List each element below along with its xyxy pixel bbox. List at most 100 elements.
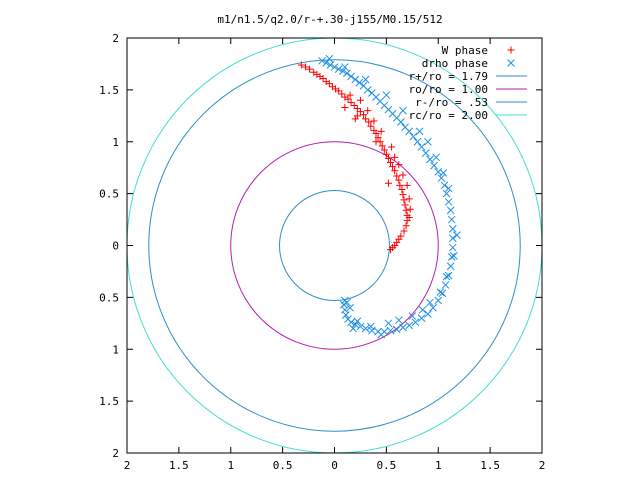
data-point — [361, 324, 370, 333]
y-tick-label: 1.5 — [99, 84, 119, 97]
data-point — [364, 107, 372, 115]
data-point — [447, 215, 456, 224]
data-points — [297, 54, 461, 339]
data-point — [444, 198, 453, 206]
data-point — [405, 127, 414, 136]
data-point — [297, 61, 305, 69]
legend-label: r-/ro = .53 — [415, 96, 488, 109]
data-point — [335, 87, 343, 95]
data-point — [378, 142, 386, 150]
data-point — [403, 181, 411, 189]
data-point — [417, 314, 426, 322]
data-point — [349, 324, 358, 333]
data-point — [386, 326, 395, 335]
data-point — [444, 184, 453, 193]
x-tick-label: 0.5 — [376, 459, 396, 472]
data-point — [399, 171, 407, 179]
data-point — [350, 101, 358, 109]
chart-title: m1/n1.5/q2.0/r-+.30-j155/M0.15/512 — [217, 13, 442, 26]
data-point — [362, 115, 370, 123]
data-point — [325, 80, 333, 88]
y-tick-label: 2 — [112, 32, 119, 45]
data-point — [396, 181, 404, 189]
data-point — [360, 111, 368, 119]
data-point — [409, 132, 418, 141]
data-point — [380, 146, 388, 154]
data-point — [344, 95, 352, 103]
data-point — [426, 155, 434, 164]
data-point — [398, 185, 406, 193]
x-tick-label: 1.5 — [169, 459, 189, 472]
data-point — [343, 298, 351, 307]
data-point — [388, 143, 396, 151]
data-point — [326, 61, 335, 69]
legend-label: ro/ro = 1.00 — [409, 83, 488, 96]
data-point — [366, 322, 375, 331]
data-point — [421, 149, 430, 158]
data-point — [374, 134, 382, 142]
legend-label: rc/ro = 2.00 — [409, 109, 488, 122]
data-point — [429, 303, 437, 312]
y-tick-label: 0.5 — [99, 291, 119, 304]
data-point — [363, 86, 372, 94]
data-point — [400, 196, 408, 204]
legend-marker — [507, 46, 515, 54]
data-point — [384, 319, 393, 328]
data-point — [356, 108, 364, 116]
data-point — [372, 138, 380, 146]
data-point — [424, 137, 432, 146]
data-point — [389, 163, 397, 171]
y-tick-label: 1 — [112, 136, 119, 149]
data-point — [438, 289, 447, 298]
data-point — [395, 176, 403, 184]
data-point — [347, 98, 355, 106]
data-point — [399, 191, 407, 199]
data-point — [334, 65, 343, 73]
data-point — [402, 206, 410, 214]
data-point — [338, 67, 347, 76]
data-point — [399, 323, 407, 332]
data-point — [384, 179, 392, 187]
data-point — [446, 262, 455, 271]
data-point — [343, 69, 351, 78]
data-point — [400, 227, 408, 235]
x-tick-label: 2 — [124, 459, 131, 472]
data-point — [411, 318, 420, 327]
data-point — [406, 205, 414, 213]
data-point — [387, 159, 395, 166]
x-tick-label: 1 — [227, 459, 234, 472]
data-point — [405, 213, 413, 221]
data-point — [434, 296, 443, 305]
data-point — [341, 104, 349, 112]
data-point — [399, 106, 407, 115]
data-point — [408, 312, 417, 320]
data-point — [442, 189, 451, 198]
data-point — [415, 127, 424, 136]
data-point — [448, 225, 457, 233]
circle-2 — [279, 190, 390, 301]
circle-0 — [148, 59, 521, 432]
data-point — [418, 305, 427, 314]
data-point — [341, 63, 349, 71]
x-tick-label: 1.5 — [480, 459, 500, 472]
data-point — [347, 72, 355, 81]
x-tick-label: 1 — [435, 459, 442, 472]
data-point — [346, 303, 354, 312]
data-point — [449, 252, 458, 260]
data-point — [353, 105, 361, 113]
data-point — [322, 59, 331, 67]
data-point — [356, 322, 365, 331]
circle-1 — [230, 141, 439, 350]
data-point — [356, 96, 364, 104]
data-point — [346, 91, 354, 99]
data-point — [377, 127, 385, 135]
data-point — [344, 315, 352, 324]
data-point — [394, 316, 403, 325]
data-point — [318, 56, 326, 65]
data-point — [439, 169, 448, 177]
data-point — [448, 234, 457, 243]
y-tick-label: 1.5 — [99, 395, 119, 408]
y-tick-label: 0 — [112, 240, 119, 253]
data-point — [405, 321, 414, 330]
